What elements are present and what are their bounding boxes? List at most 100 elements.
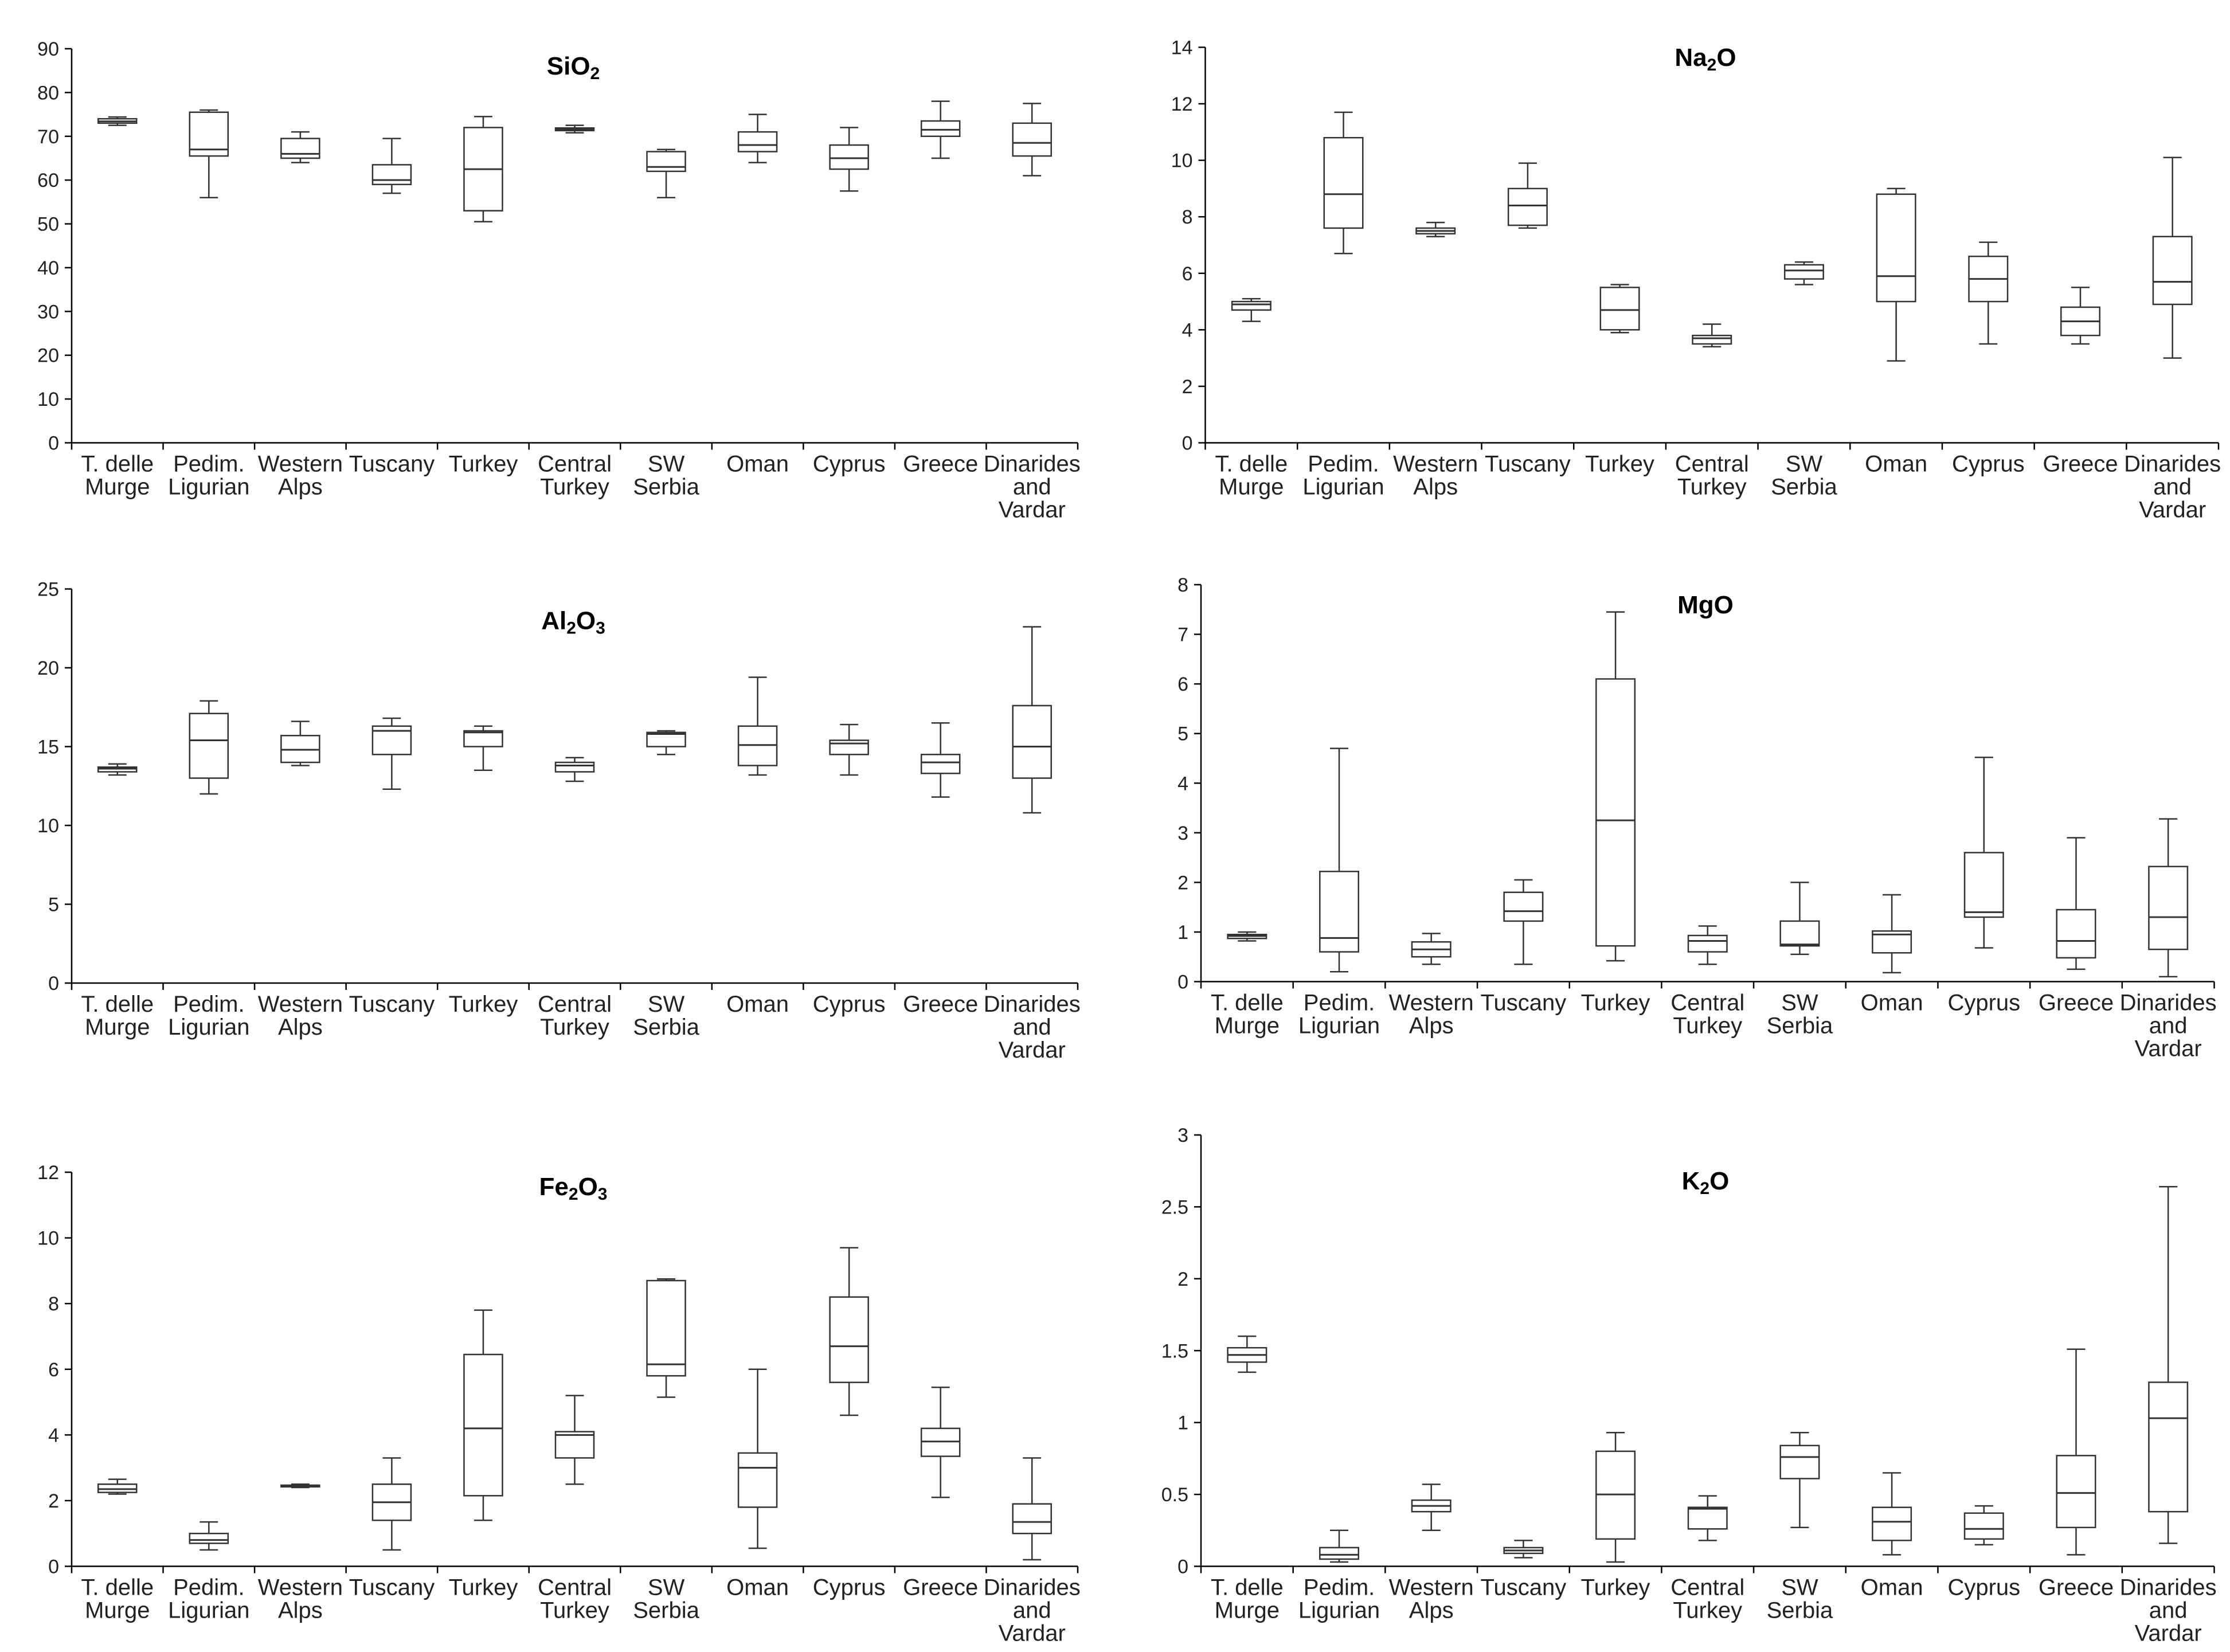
category-label: Pedim. Ligurian [168, 1575, 249, 1623]
category-label: Western Alps [258, 1575, 343, 1623]
category-label: Western Alps [258, 452, 343, 500]
y-tick-label: 12 [37, 1162, 59, 1184]
box-plot-item [1872, 1472, 1912, 1556]
y-tick-label: 6 [48, 1359, 59, 1381]
box-plot-item [1779, 882, 1820, 956]
box-plot-item [1012, 626, 1052, 814]
y-tick-label: 0 [1177, 972, 1188, 993]
box-plot-item [1783, 261, 1824, 285]
category-label: Cyprus [813, 992, 886, 1017]
category-label: Turkey [1581, 1575, 1650, 1600]
box-plot-item [2148, 818, 2189, 978]
category-label: Dinarides and Vardar [2120, 991, 2217, 1062]
iqr-box [463, 1353, 503, 1497]
category-label: T. delle Murge [81, 1575, 154, 1623]
box-plot-item [371, 1457, 412, 1551]
box-plot-item [463, 725, 503, 771]
category-label: Western Alps [258, 992, 343, 1040]
y-tick-label: 10 [37, 389, 59, 410]
box-plot-item [280, 1483, 320, 1489]
box-plot-item [189, 700, 229, 795]
y-tick-label: 50 [37, 214, 59, 236]
y-tick-label: 0 [1177, 1556, 1188, 1578]
box-plot-item [2060, 287, 2100, 345]
y-tick-label: 60 [37, 170, 59, 191]
chart-panel-5: 0 0.5 1 1.5 2 2.5 3 T. delle Murge Pedim. Ligurian… [1161, 1125, 2217, 1646]
iqr-box [1692, 334, 1732, 345]
iqr-box [554, 1431, 595, 1459]
box-plot-item [2148, 1186, 2189, 1544]
box-plot-item [2056, 1348, 2096, 1556]
category-label: Cyprus [813, 452, 886, 477]
y-tick-label: 10 [37, 1228, 59, 1250]
box-plot-item [1231, 297, 1272, 322]
y-tick-label: 5 [1177, 723, 1188, 745]
category-label: Greece [903, 992, 978, 1017]
y-tick-label: 25 [37, 579, 59, 601]
y-tick-label: 8 [1182, 206, 1193, 228]
category-label: Cyprus [1947, 991, 2020, 1016]
box-plot-item [1963, 756, 2004, 949]
category-label: Tuscany [1485, 452, 1571, 477]
box-plot-item [1963, 1505, 2004, 1546]
box-plot-item [1692, 323, 1732, 348]
chart-title: MgO [1677, 591, 1734, 619]
iqr-box [371, 164, 412, 186]
category-label: Tuscany [349, 992, 435, 1017]
chart-panel-1: 0 2 4 6 8 10 12 14 T. delle Murge Pedim. LigurianWe… [1171, 37, 2221, 523]
y-tick-label: 10 [1171, 150, 1193, 172]
box-plot-item [1411, 1483, 1452, 1532]
iqr-box [1963, 852, 2004, 918]
y-tick-label: 4 [1182, 319, 1193, 341]
category-label: Oman [1865, 452, 1927, 477]
box-plot-item [737, 113, 778, 163]
y-tick-label: 2 [48, 1490, 59, 1512]
y-tick-label: 1 [1177, 922, 1188, 944]
category-label: T. delle Murge [1215, 452, 1288, 500]
y-tick-label: 3 [1177, 823, 1188, 844]
y-tick-label: 90 [37, 38, 59, 60]
iqr-box [1503, 891, 1544, 922]
box-plot-item [737, 1368, 778, 1549]
y-tick-label: 8 [1177, 574, 1188, 596]
iqr-box [920, 120, 961, 138]
category-label: T. delle Murge [1211, 991, 1284, 1039]
y-tick-label: 40 [37, 257, 59, 279]
category-label: Central Turkey [538, 1575, 612, 1623]
category-label: Central Turkey [538, 992, 612, 1040]
category-label: SW Serbia [633, 1575, 699, 1623]
box-plot-item [829, 723, 869, 776]
chart-title: SiO2 [547, 52, 600, 83]
iqr-box [1876, 193, 1916, 303]
y-tick-label: 70 [37, 126, 59, 148]
category-label: Western Alps [1389, 991, 1474, 1039]
chart-title: Fe2O3 [539, 1173, 608, 1204]
y-tick-label: 4 [1177, 773, 1188, 794]
category-label: Turkey [1585, 452, 1654, 477]
iqr-box [829, 144, 869, 170]
box-plot-item [1323, 111, 1364, 255]
iqr-box [1963, 1512, 2004, 1540]
category-label: Greece [903, 1575, 978, 1600]
box-plot-item [1012, 103, 1052, 177]
category-label: Central Turkey [1670, 1575, 1744, 1623]
category-label: Western Alps [1389, 1575, 1474, 1623]
iqr-box [189, 1532, 229, 1544]
category-label: Pedim. Ligurian [1302, 452, 1384, 500]
y-tick-label: 0 [48, 973, 59, 995]
box-plot-item [829, 1247, 869, 1416]
category-label: Turkey [449, 452, 518, 477]
category-label: Dinarides and Vardar [2124, 452, 2221, 523]
category-label: Turkey [1581, 991, 1650, 1016]
box-plot-item [1415, 221, 1456, 237]
category-label: SW Serbia [1771, 452, 1837, 500]
category-label: Greece [2043, 452, 2118, 477]
category-label: Cyprus [1952, 452, 2025, 477]
chart-title: Na2O [1675, 44, 1736, 75]
iqr-box [2056, 909, 2096, 959]
category-label: Tuscany [1481, 991, 1567, 1016]
category-label: Oman [726, 1575, 789, 1600]
box-plot-item [1687, 1495, 1728, 1541]
box-plot-item [554, 1395, 595, 1485]
